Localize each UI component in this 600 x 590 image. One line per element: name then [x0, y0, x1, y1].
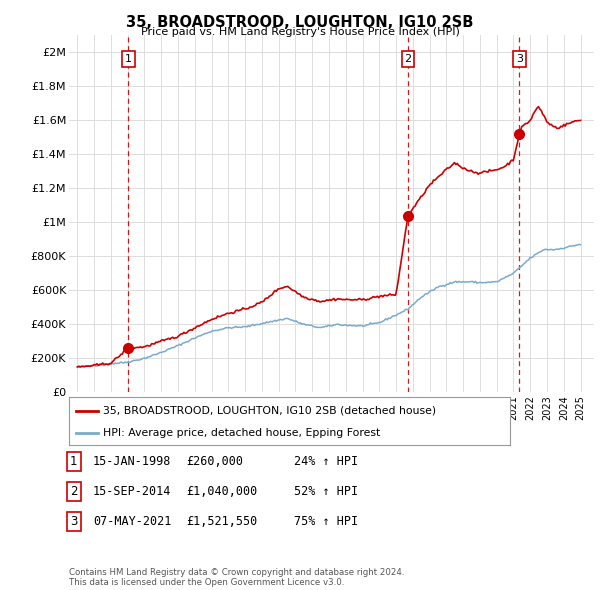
Text: 1: 1: [125, 54, 132, 64]
Text: 2: 2: [404, 54, 412, 64]
Text: 15-SEP-2014: 15-SEP-2014: [93, 485, 172, 498]
Text: 75% ↑ HPI: 75% ↑ HPI: [294, 515, 358, 528]
Text: 07-MAY-2021: 07-MAY-2021: [93, 515, 172, 528]
Text: 24% ↑ HPI: 24% ↑ HPI: [294, 455, 358, 468]
Text: 15-JAN-1998: 15-JAN-1998: [93, 455, 172, 468]
Text: Contains HM Land Registry data © Crown copyright and database right 2024.
This d: Contains HM Land Registry data © Crown c…: [69, 568, 404, 587]
Text: 3: 3: [70, 515, 77, 528]
Text: 2: 2: [70, 485, 77, 498]
Text: £1,040,000: £1,040,000: [186, 485, 257, 498]
Text: £260,000: £260,000: [186, 455, 243, 468]
Text: 35, BROADSTROOD, LOUGHTON, IG10 2SB (detached house): 35, BROADSTROOD, LOUGHTON, IG10 2SB (det…: [103, 405, 437, 415]
Text: HPI: Average price, detached house, Epping Forest: HPI: Average price, detached house, Eppi…: [103, 428, 380, 438]
Text: 1: 1: [70, 455, 77, 468]
Text: Price paid vs. HM Land Registry's House Price Index (HPI): Price paid vs. HM Land Registry's House …: [140, 27, 460, 37]
Text: 35, BROADSTROOD, LOUGHTON, IG10 2SB: 35, BROADSTROOD, LOUGHTON, IG10 2SB: [127, 15, 473, 30]
Text: £1,521,550: £1,521,550: [186, 515, 257, 528]
Text: 3: 3: [516, 54, 523, 64]
Text: 52% ↑ HPI: 52% ↑ HPI: [294, 485, 358, 498]
